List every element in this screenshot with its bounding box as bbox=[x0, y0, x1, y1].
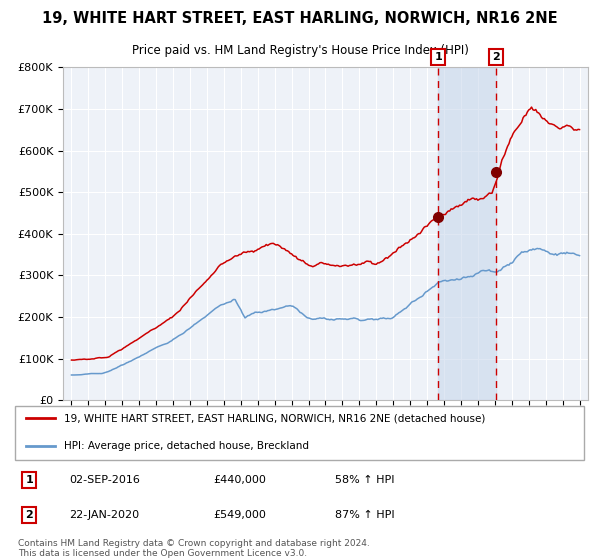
Text: 58% ↑ HPI: 58% ↑ HPI bbox=[335, 475, 394, 485]
Text: HPI: Average price, detached house, Breckland: HPI: Average price, detached house, Brec… bbox=[64, 441, 309, 451]
Text: 22-JAN-2020: 22-JAN-2020 bbox=[70, 510, 140, 520]
Text: 02-SEP-2016: 02-SEP-2016 bbox=[70, 475, 140, 485]
Text: 87% ↑ HPI: 87% ↑ HPI bbox=[335, 510, 394, 520]
Text: 19, WHITE HART STREET, EAST HARLING, NORWICH, NR16 2NE: 19, WHITE HART STREET, EAST HARLING, NOR… bbox=[42, 11, 558, 26]
Text: Price paid vs. HM Land Registry's House Price Index (HPI): Price paid vs. HM Land Registry's House … bbox=[131, 44, 469, 57]
Bar bbox=[439, 67, 496, 400]
Text: 2: 2 bbox=[492, 52, 500, 62]
Text: 1: 1 bbox=[25, 475, 33, 485]
Text: £549,000: £549,000 bbox=[214, 510, 266, 520]
Text: £440,000: £440,000 bbox=[214, 475, 266, 485]
Text: Contains HM Land Registry data © Crown copyright and database right 2024.
This d: Contains HM Land Registry data © Crown c… bbox=[18, 539, 370, 558]
Text: 2: 2 bbox=[25, 510, 33, 520]
Text: 19, WHITE HART STREET, EAST HARLING, NORWICH, NR16 2NE (detached house): 19, WHITE HART STREET, EAST HARLING, NOR… bbox=[64, 413, 485, 423]
FancyBboxPatch shape bbox=[15, 405, 584, 460]
Text: 1: 1 bbox=[434, 52, 442, 62]
